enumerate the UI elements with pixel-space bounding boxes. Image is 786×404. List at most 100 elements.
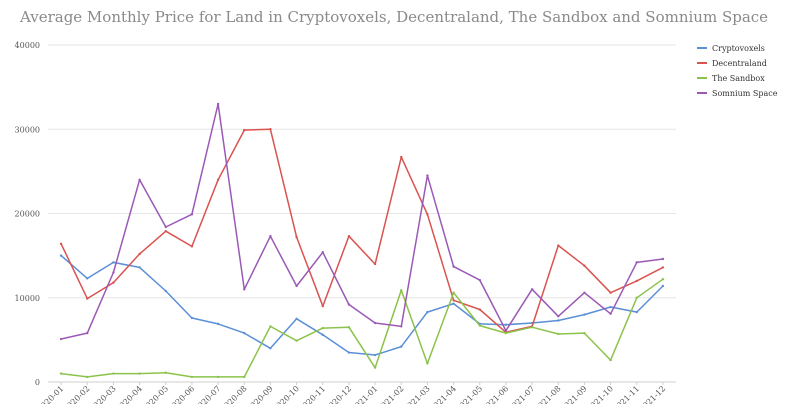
data-point-somnium-space [557, 315, 560, 318]
data-point-decentraland [478, 308, 481, 311]
data-point-somnium-space [112, 271, 115, 274]
x-tick-label: 2021-11 [611, 384, 641, 404]
data-point-decentraland [583, 264, 586, 267]
data-point-decentraland [295, 235, 298, 239]
x-tick-label: 2021-09 [559, 384, 589, 404]
data-point-somnium-space [138, 178, 141, 181]
x-axis: 2020-012020-022020-032020-042020-052020-… [36, 382, 667, 404]
data-point-the-sandbox [426, 362, 429, 365]
x-tick-label: 2021-08 [533, 384, 563, 404]
data-point-somnium-space [59, 337, 63, 341]
data-point-somnium-space [452, 265, 455, 268]
data-point-decentraland [557, 244, 560, 247]
data-point-the-sandbox [321, 326, 324, 330]
data-point-the-sandbox [478, 324, 481, 327]
series-line-decentraland [60, 128, 664, 334]
legend-label-the-sandbox: The Sandbox [712, 74, 765, 83]
data-point-the-sandbox [583, 331, 586, 335]
data-point-cryptovoxels [321, 333, 324, 337]
data-point-cryptovoxels [661, 284, 665, 288]
data-point-cryptovoxels [59, 254, 63, 257]
data-point-somnium-space [216, 102, 220, 106]
data-point-cryptovoxels [504, 323, 508, 326]
data-point-somnium-space [478, 278, 481, 282]
data-point-cryptovoxels [86, 277, 89, 280]
x-tick-label: 2020-08 [219, 384, 249, 404]
data-point-cryptovoxels [373, 353, 377, 357]
data-point-the-sandbox [609, 358, 612, 362]
data-point-decentraland [426, 213, 429, 216]
data-point-decentraland [243, 128, 246, 132]
gridlines [48, 44, 676, 383]
y-tick-label: 0 [35, 378, 40, 387]
data-point-cryptovoxels [347, 351, 351, 354]
data-point-the-sandbox [347, 326, 351, 329]
data-point-the-sandbox [138, 372, 141, 375]
x-tick-label: 2021-03 [402, 384, 432, 404]
data-point-decentraland [347, 235, 351, 238]
data-point-somnium-space [243, 288, 246, 291]
data-point-cryptovoxels [426, 310, 429, 314]
x-tick-label: 2020-05 [140, 384, 170, 404]
data-point-decentraland [452, 299, 455, 302]
legend: Cryptovoxels Decentraland The Sandbox Somni… [697, 44, 778, 98]
x-tick-label: 2021-01 [350, 384, 380, 404]
data-point-cryptovoxels [138, 266, 141, 269]
data-point-cryptovoxels [295, 317, 298, 321]
x-tick-label: 2020-11 [297, 384, 327, 404]
data-point-the-sandbox [59, 372, 63, 375]
data-point-the-sandbox [269, 325, 272, 328]
data-point-the-sandbox [164, 371, 167, 374]
data-point-somnium-space [347, 303, 351, 306]
data-point-decentraland [635, 279, 638, 283]
data-point-cryptovoxels [452, 302, 455, 305]
x-tick-label: 2021-05 [454, 384, 484, 404]
y-tick-label: 40000 [15, 41, 40, 50]
data-point-the-sandbox [400, 288, 403, 292]
data-point-decentraland [164, 229, 167, 233]
data-point-cryptovoxels [190, 316, 194, 320]
data-point-somnium-space [295, 284, 298, 288]
legend-label-somnium-space: Somnium Space [712, 89, 778, 98]
data-point-cryptovoxels [216, 322, 220, 326]
series-line-cryptovoxels [60, 254, 664, 356]
data-point-decentraland [190, 245, 194, 248]
x-tick-label: 2020-03 [88, 384, 118, 404]
data-point-somnium-space [321, 251, 324, 254]
data-point-decentraland [609, 291, 612, 294]
y-tick-label: 10000 [15, 294, 40, 303]
x-tick-label: 2021-04 [428, 384, 458, 404]
data-point-the-sandbox [190, 375, 194, 379]
data-point-the-sandbox [216, 375, 220, 379]
data-point-cryptovoxels [164, 289, 167, 293]
data-point-decentraland [321, 304, 324, 308]
x-tick-label: 2020-04 [114, 384, 144, 404]
data-point-cryptovoxels [557, 319, 560, 322]
data-point-cryptovoxels [243, 331, 246, 335]
series-line-somnium-space [60, 103, 664, 340]
series-lines [59, 102, 665, 379]
y-tick-label: 30000 [15, 125, 40, 134]
x-tick-label: 2021-06 [480, 384, 510, 404]
data-point-the-sandbox [504, 331, 508, 335]
y-tick-label: 20000 [15, 210, 40, 219]
data-point-somnium-space [269, 235, 272, 238]
data-point-the-sandbox [373, 366, 377, 369]
data-point-somnium-space [609, 312, 612, 315]
x-tick-label: 2020-09 [245, 384, 275, 404]
x-tick-label: 2020-06 [166, 384, 196, 404]
data-point-somnium-space [86, 331, 89, 335]
data-point-cryptovoxels [400, 345, 403, 348]
chart-title: Average Monthly Price for Land in Crypto… [19, 8, 768, 26]
data-point-cryptovoxels [635, 310, 638, 314]
data-point-the-sandbox [243, 375, 246, 379]
data-point-cryptovoxels [609, 305, 612, 309]
data-point-somnium-space [504, 329, 508, 332]
x-tick-label: 2021-02 [376, 384, 406, 404]
legend-label-decentraland: Decentraland [712, 59, 767, 68]
data-point-the-sandbox [112, 372, 115, 375]
data-point-the-sandbox [557, 332, 560, 336]
series-line-the-sandbox [60, 278, 664, 378]
x-tick-label: 2021-10 [585, 384, 615, 404]
